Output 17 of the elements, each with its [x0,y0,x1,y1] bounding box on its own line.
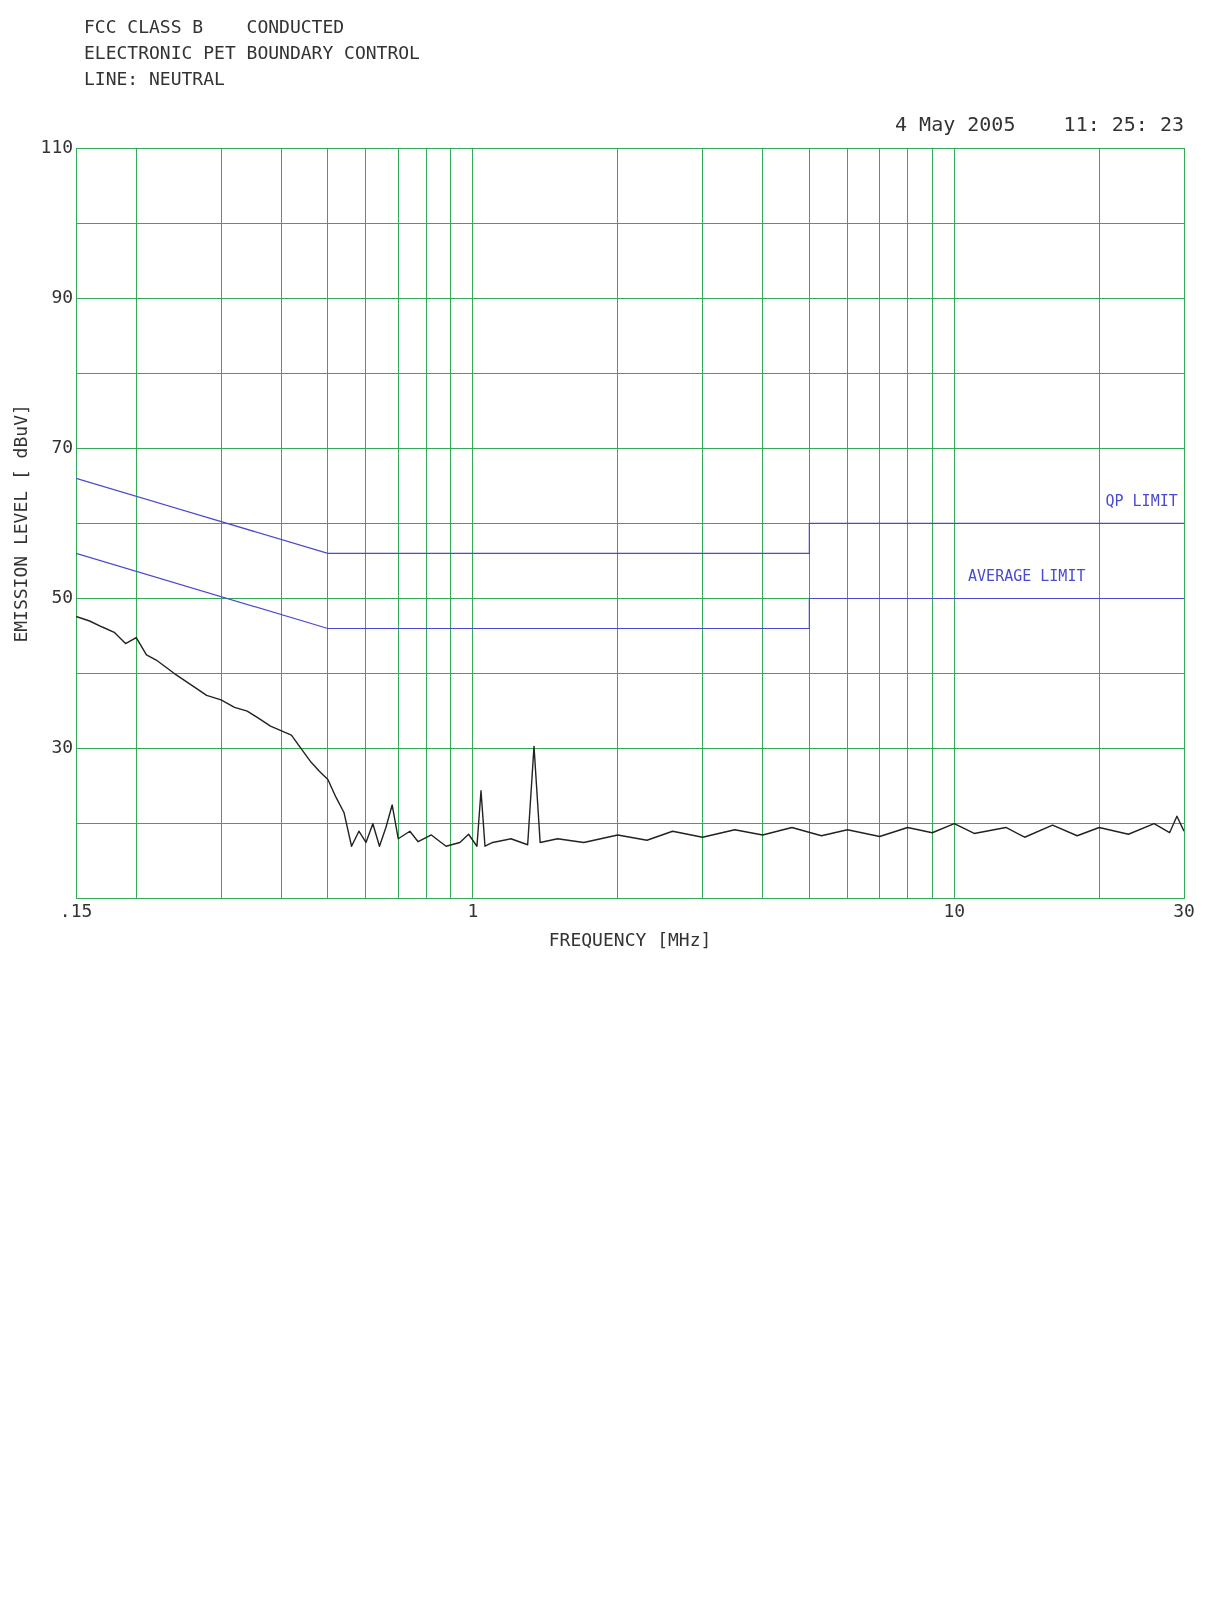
chart-title: 4 May 2005 11: 25: 23 [895,112,1184,137]
x-tick-label: 10 [943,900,966,922]
y-tick-label: 90 [51,285,74,307]
y-tick-label: 110 [40,135,74,157]
x-axis-title: FREQUENCY [MHz] [548,928,712,950]
series-label: AVERAGE LIMIT [968,566,1086,585]
y-tick-label: 50 [51,586,74,608]
series-label: QP LIMIT [1105,491,1178,510]
x-tick-label: 1 [467,900,479,922]
y-axis-title: EMISSION LEVEL [ dBuV] [10,404,32,643]
text: ELECTRONIC PET BOUNDARY CONTROL [84,41,421,65]
x-tick-label: 30 [1173,900,1195,922]
y-tick-label: 30 [51,736,74,758]
text: LINE: NEUTRAL [84,67,226,91]
x-tick-label: .15 [59,900,93,922]
text: FCC CLASS B CONDUCTED [84,15,346,39]
y-tick-label: 70 [51,435,74,457]
